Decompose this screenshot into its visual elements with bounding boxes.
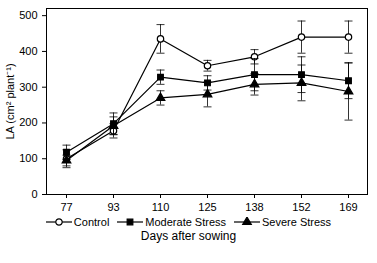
svg-text:77: 77 — [60, 201, 72, 213]
svg-text:LA (cm² plant⁻¹): LA (cm² plant⁻¹) — [4, 63, 16, 139]
svg-text:100: 100 — [19, 152, 37, 164]
svg-text:200: 200 — [19, 116, 37, 128]
html-text:Days after sowing: Days after sowing — [140, 229, 237, 243]
html-text:Moderate Stress: Moderate Stress — [145, 216, 226, 228]
svg-text:500: 500 — [19, 9, 37, 21]
svg-text:93: 93 — [107, 201, 119, 213]
svg-text:0: 0 — [31, 188, 37, 200]
svg-text:110: 110 — [152, 201, 170, 213]
svg-text:125: 125 — [198, 201, 216, 213]
svg-text:169: 169 — [339, 201, 357, 213]
svg-text:138: 138 — [245, 201, 263, 213]
svg-text:400: 400 — [19, 45, 37, 57]
html-text:Control: Control — [73, 216, 110, 228]
html-text:Severe Stress: Severe Stress — [262, 216, 332, 228]
svg-text:300: 300 — [19, 81, 37, 93]
svg-text:152: 152 — [292, 201, 310, 213]
